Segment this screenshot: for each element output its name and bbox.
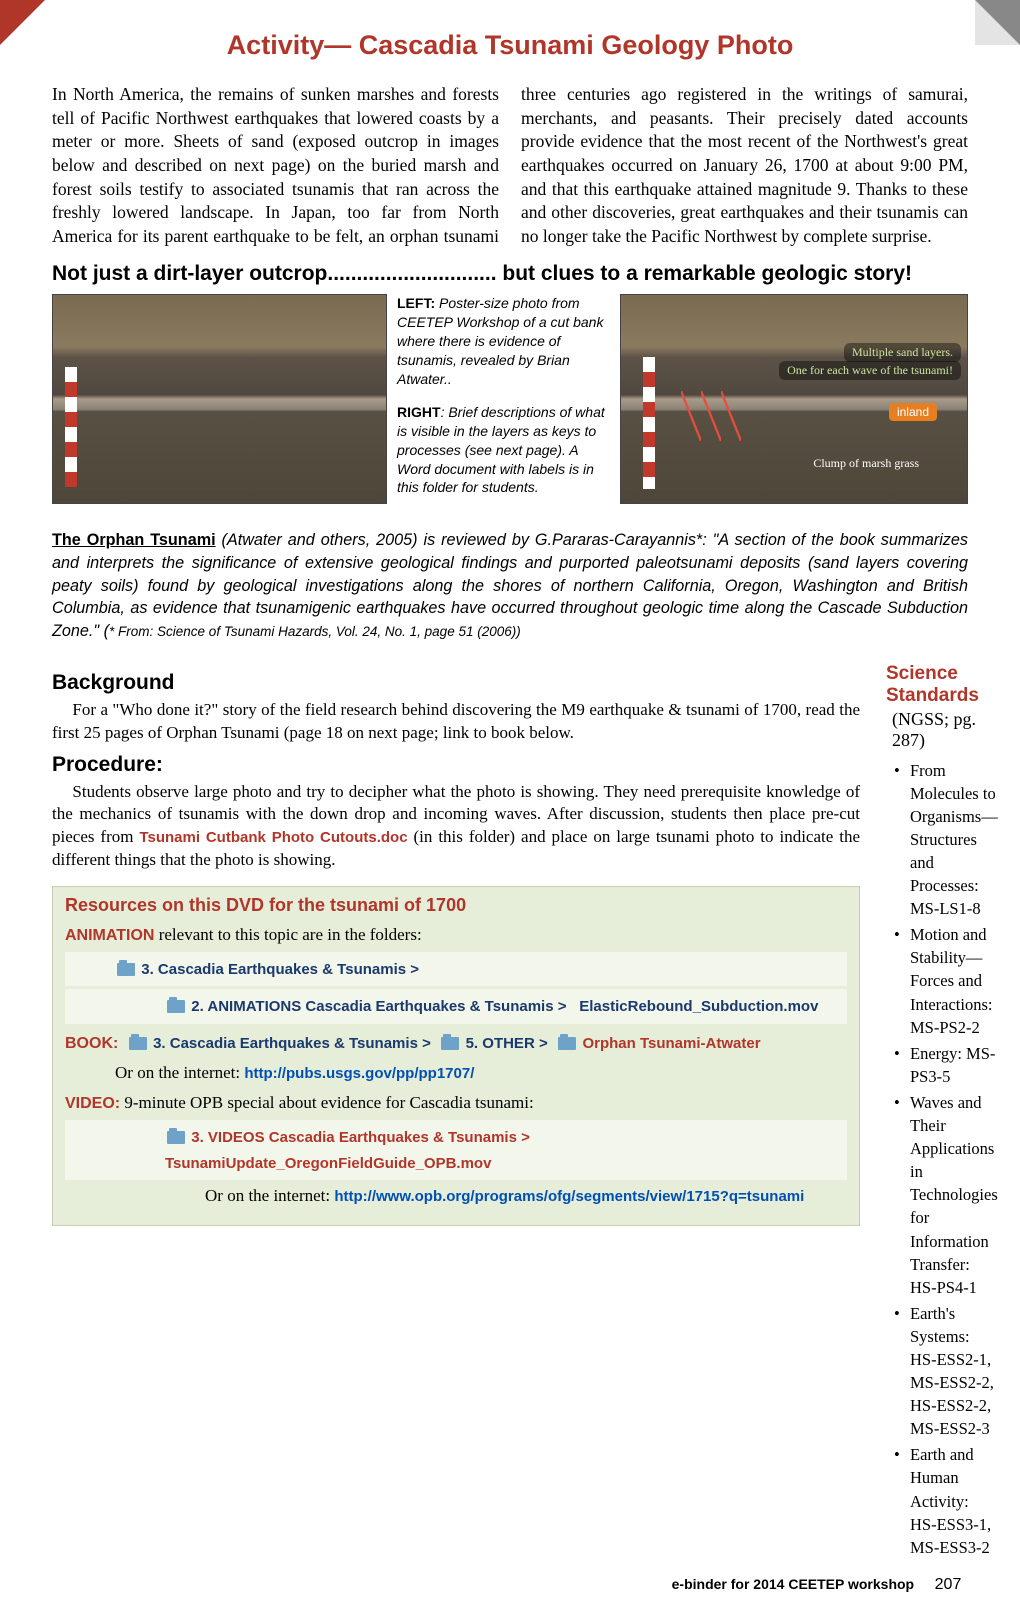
sci-item: Motion and Stability—Forces and Interact… (910, 923, 998, 1038)
crumb-text: 5. OTHER > (466, 1035, 548, 1052)
video-url[interactable]: http://www.opb.org/programs/ofg/segments… (334, 1188, 804, 1205)
sci-item: Waves and Their Applications in Technolo… (910, 1091, 998, 1299)
subhead: Not just a dirt-layer outcrop...........… (52, 262, 968, 286)
orphan-cite: * From: Science of Tsunami Hazards, Vol.… (109, 624, 521, 639)
photo-captions: LEFT: Poster-size photo from CEETEP Work… (397, 294, 610, 511)
video-internet-line: Or on the internet: http://www.opb.org/p… (65, 1183, 847, 1209)
book-label: BOOK: (65, 1035, 118, 1052)
outcrop-photo-right: Multiple sand layers. One for each wave … (620, 294, 968, 504)
scale-ruler (643, 357, 655, 489)
caption-left-label: LEFT: (397, 295, 435, 311)
corner-fold-top-left (0, 0, 45, 45)
resources-box: Resources on this DVD for the tsunami of… (52, 886, 860, 1225)
science-standards-heading: Science Standards (886, 663, 998, 707)
outcrop-photo-left (52, 294, 387, 504)
video-net-text: Or on the internet: (205, 1186, 334, 1205)
sci-item: From Molecules to Organisms—Structures a… (910, 759, 998, 921)
video-text: 9-minute OPB special about evidence for … (120, 1093, 534, 1112)
corner-fold-top-right (975, 0, 1020, 45)
science-standards-list: From Molecules to Organisms—Structures a… (886, 759, 998, 1559)
page-title: Activity— Cascadia Tsunami Geology Photo (52, 30, 968, 61)
crumb-text: 2. ANIMATIONS Cascadia Earthquakes & Tsu… (191, 998, 566, 1015)
photo-left (52, 294, 387, 504)
label-inland: inland (889, 403, 937, 421)
video-label: VIDEO: (65, 1095, 120, 1112)
crumb-file: Orphan Tsunami-Atwater (582, 1035, 760, 1052)
procedure-paragraph: Students observe large photo and try to … (52, 781, 860, 873)
crumb-text: 3. Cascadia Earthquakes & Tsunamis > (141, 961, 419, 978)
footer: e-binder for 2014 CEETEP workshop 207 (52, 1576, 968, 1594)
folder-icon (117, 963, 135, 976)
science-standards-column: Science Standards (NGSS; pg. 287) From M… (886, 663, 998, 1562)
book-net-text: Or on the internet: (115, 1063, 244, 1082)
sci-item: Earth and Human Activity: HS-ESS3-1, MS-… (910, 1443, 998, 1558)
book-url[interactable]: http://pubs.usgs.gov/pp/pp1707/ (244, 1065, 474, 1082)
background-paragraph: For a "Who done it?" story of the field … (52, 699, 860, 745)
red-arrows (681, 391, 741, 441)
page-number: 207 (928, 1576, 968, 1594)
folder-icon (441, 1037, 459, 1050)
caption-right-label: RIGHT (397, 404, 441, 420)
procedure-heading: Procedure: (52, 753, 860, 777)
animation-label: ANIMATION (65, 927, 154, 944)
folder-icon (167, 1131, 185, 1144)
sci-item: Energy: MS-PS3-5 (910, 1042, 998, 1088)
video-line: VIDEO: 9-minute OPB special about eviden… (65, 1090, 847, 1117)
orphan-tsunami-block: The Orphan Tsunami (Atwater and others, … (52, 529, 968, 642)
breadcrumb-4: 3. VIDEOS Cascadia Earthquakes & Tsunami… (65, 1120, 847, 1181)
photo-row: LEFT: Poster-size photo from CEETEP Work… (52, 294, 968, 511)
label-sand-layers: Multiple sand layers. (844, 343, 961, 362)
animation-text: relevant to this topic are in the folder… (154, 925, 421, 944)
intro-paragraph: In North America, the remains of sunken … (52, 83, 968, 248)
breadcrumb-1: 3. Cascadia Earthquakes & Tsunamis > (65, 952, 847, 986)
folder-icon (129, 1037, 147, 1050)
book-internet-line: Or on the internet: http://pubs.usgs.gov… (65, 1060, 847, 1086)
label-marsh-grass: Clump of marsh grass (805, 454, 927, 473)
folder-icon (558, 1037, 576, 1050)
resources-title: Resources on this DVD for the tsunami of… (65, 895, 847, 916)
crumb-text: 3. Cascadia Earthquakes & Tsunamis > (153, 1035, 431, 1052)
animation-line: ANIMATION relevant to this topic are in … (65, 922, 847, 949)
scale-ruler (65, 367, 77, 487)
breadcrumb-2: 2. ANIMATIONS Cascadia Earthquakes & Tsu… (65, 989, 847, 1023)
label-wave: One for each wave of the tsunami! (779, 361, 961, 380)
crumb-file: ElasticRebound_Subduction.mov (579, 998, 818, 1015)
procedure-doc-name: Tsunami Cutbank Photo Cutouts.doc (139, 829, 407, 846)
photo-right: Multiple sand layers. One for each wave … (620, 294, 968, 504)
main-left-column: Background For a "Who done it?" story of… (52, 663, 860, 1562)
science-standards-subhead: (NGSS; pg. 287) (886, 709, 998, 751)
folder-icon (167, 1000, 185, 1013)
orphan-title: The Orphan Tsunami (52, 531, 216, 549)
sci-item: Earth's Systems: HS-ESS2-1, MS-ESS2-2, H… (910, 1302, 998, 1441)
crumb-text: 3. VIDEOS Cascadia Earthquakes & Tsunami… (165, 1129, 530, 1172)
background-heading: Background (52, 671, 860, 695)
book-line: BOOK: 3. Cascadia Earthquakes & Tsunamis… (65, 1030, 847, 1057)
footer-text: e-binder for 2014 CEETEP workshop (672, 1576, 914, 1592)
